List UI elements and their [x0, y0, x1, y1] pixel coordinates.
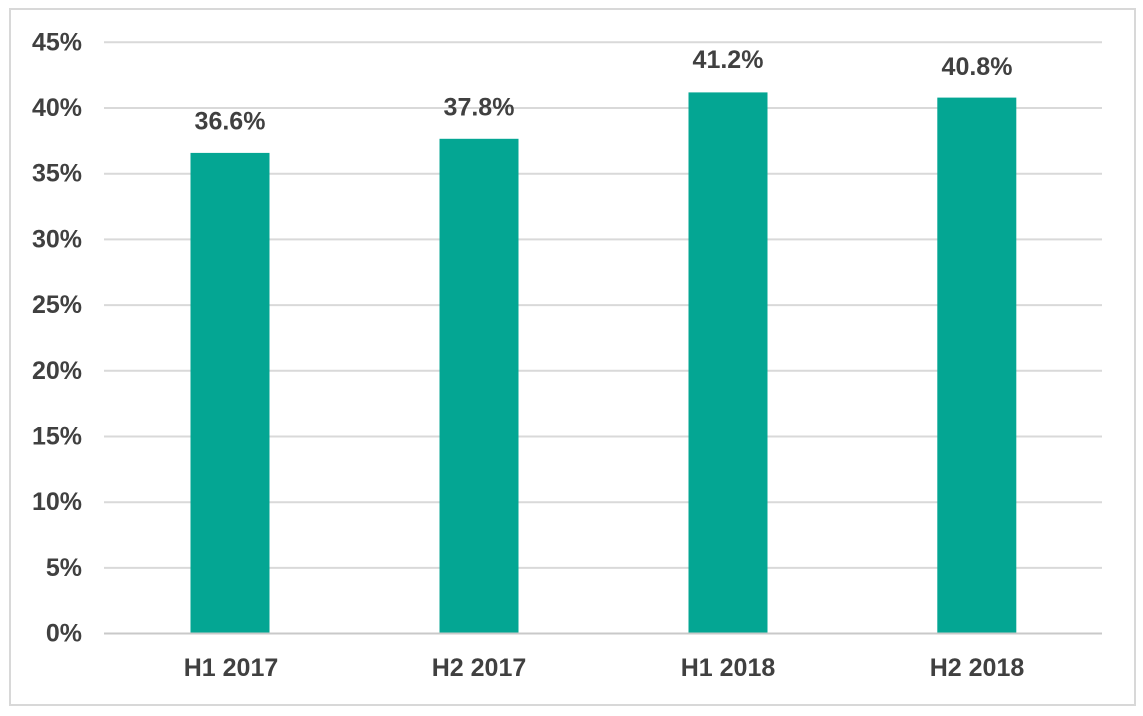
svg-text:41.2%: 41.2% [693, 46, 764, 74]
svg-text:15%: 15% [32, 423, 82, 451]
svg-text:40.8%: 40.8% [942, 53, 1013, 81]
svg-text:36.6%: 36.6% [195, 107, 266, 135]
svg-text:30%: 30% [32, 225, 82, 253]
svg-text:H1 2017: H1 2017 [184, 654, 279, 682]
svg-text:40%: 40% [32, 94, 82, 122]
svg-text:0%: 0% [46, 620, 82, 648]
svg-text:25%: 25% [32, 291, 82, 319]
svg-text:45%: 45% [32, 28, 82, 56]
svg-text:H1 2018: H1 2018 [681, 654, 776, 682]
svg-text:20%: 20% [32, 357, 82, 385]
svg-text:35%: 35% [32, 160, 82, 188]
svg-text:H2 2017: H2 2017 [432, 654, 527, 682]
svg-text:H2 2018: H2 2018 [930, 654, 1025, 682]
svg-text:5%: 5% [46, 554, 82, 582]
svg-text:10%: 10% [32, 488, 82, 516]
svg-text:37.8%: 37.8% [444, 94, 515, 122]
